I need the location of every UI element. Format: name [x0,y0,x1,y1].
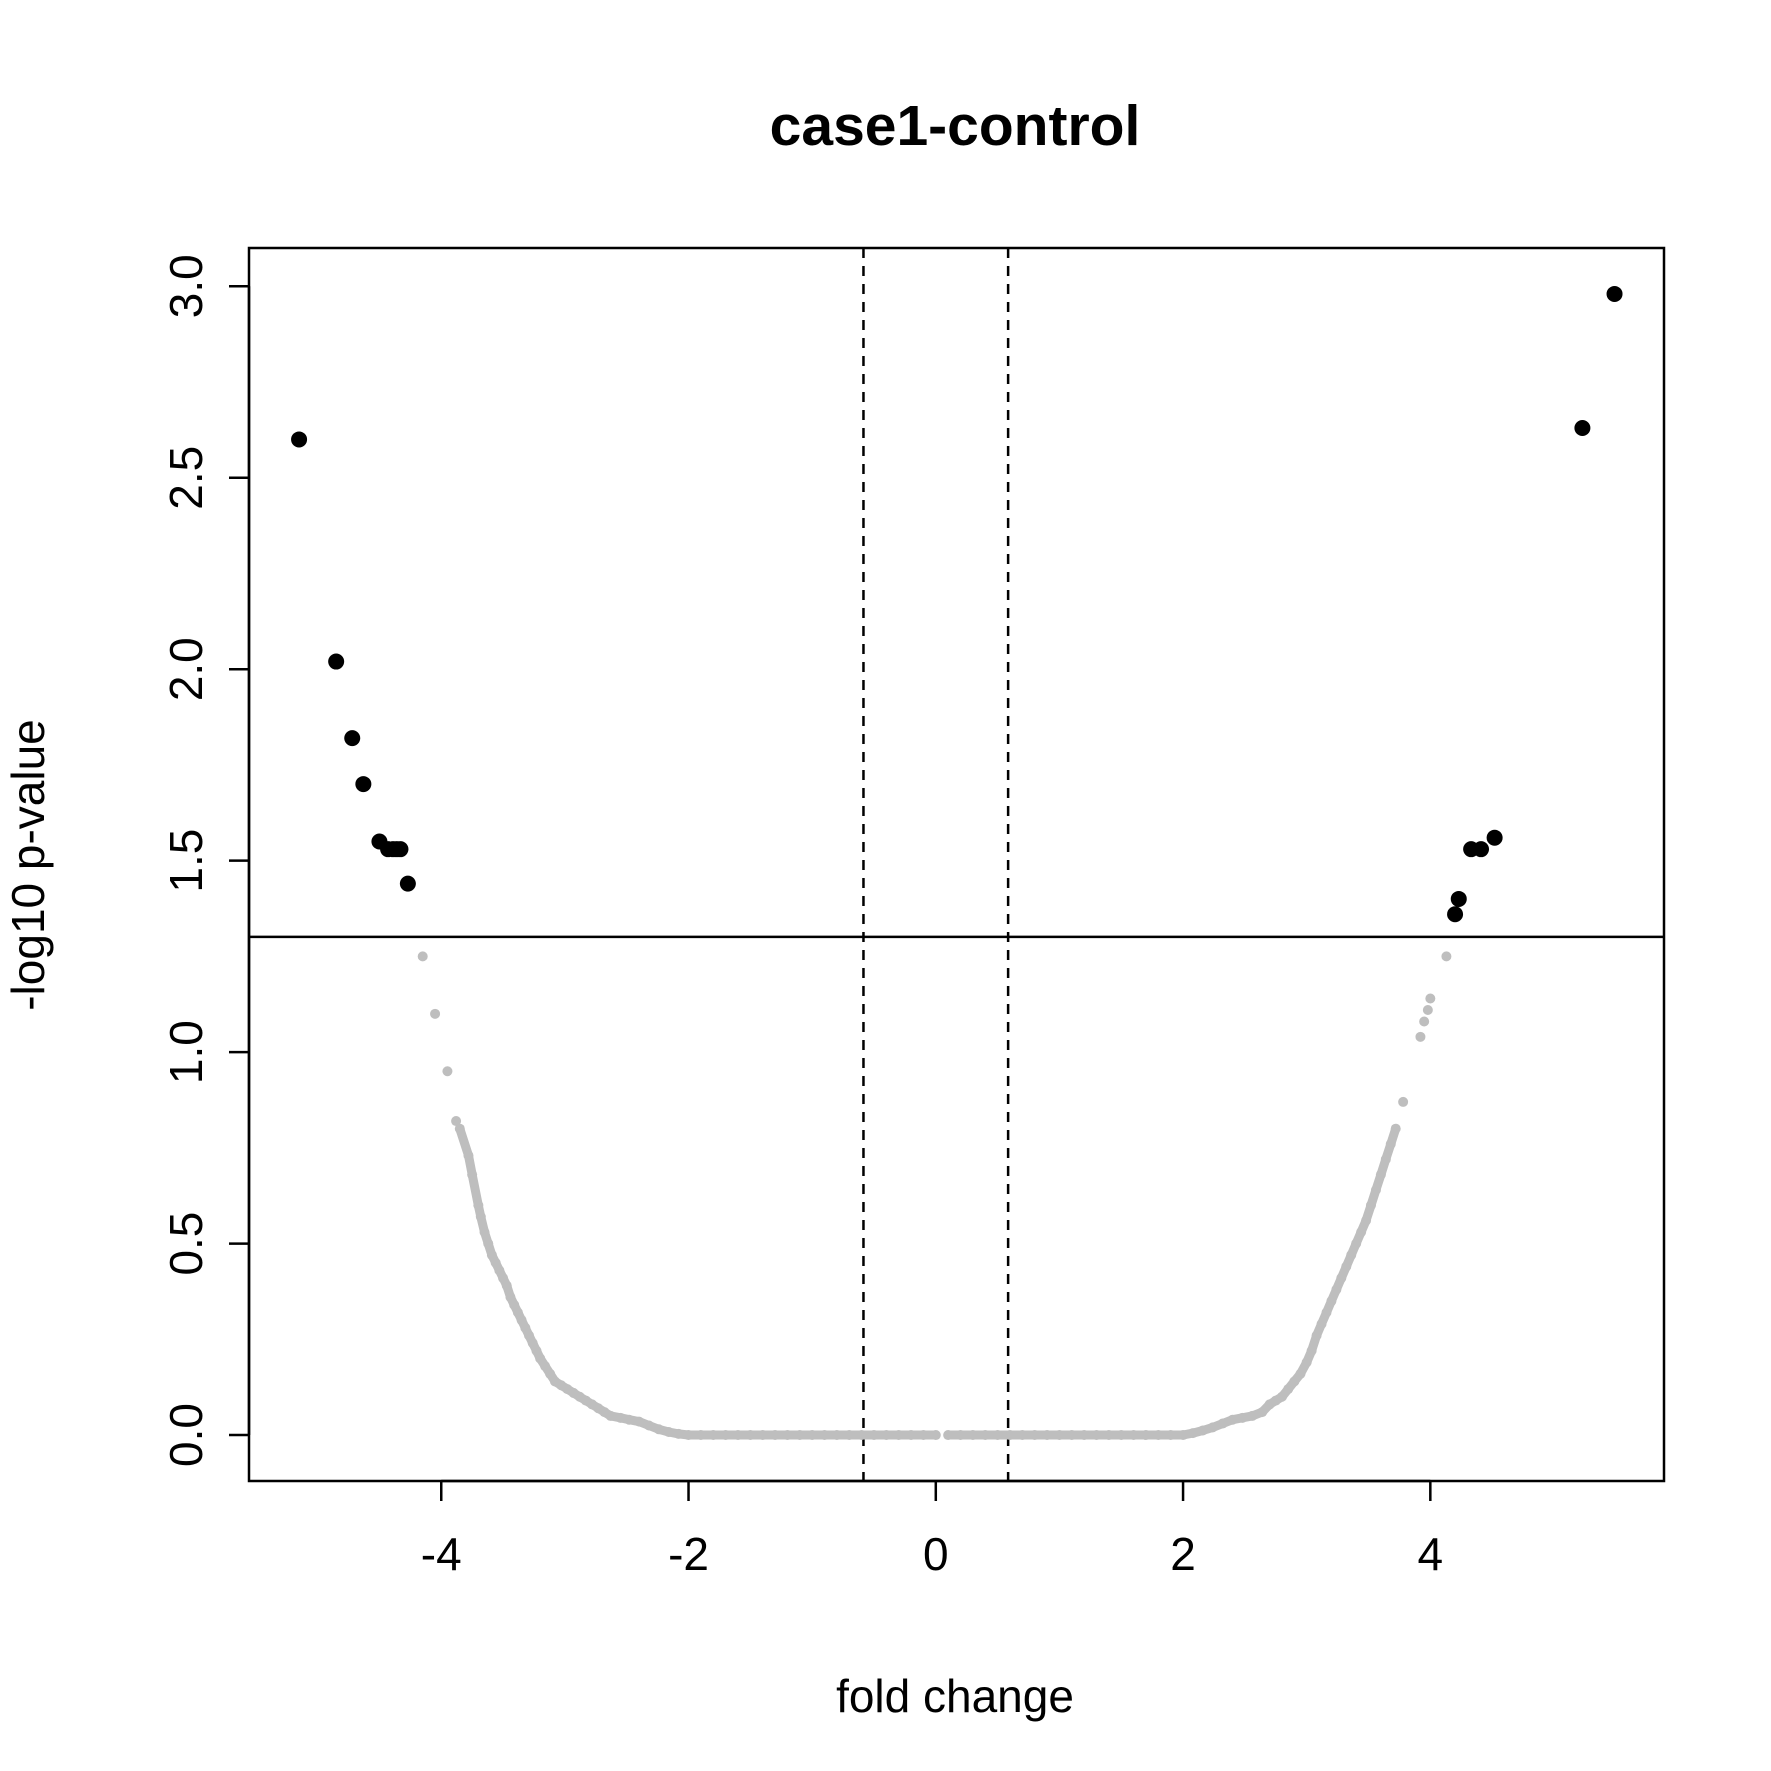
x-axis-label: fold change [836,1670,1074,1722]
y-axis-label: -log10 p-value [2,719,54,1011]
y-tick-label: 1.0 [160,1020,212,1084]
nonsignificant-point [1425,993,1436,1004]
x-tick-label: -2 [668,1528,709,1580]
chart-title: case1-control [770,94,1141,158]
significant-point [392,841,409,858]
x-tick-label: 4 [1418,1528,1444,1580]
y-tick-label: 3.0 [160,254,212,318]
nonsignificant-point [1422,1005,1433,1016]
nonsignificant-point [417,951,428,962]
significant-point [1606,285,1623,302]
y-tick-label: 0.5 [160,1212,212,1276]
plot-area [247,246,1666,1483]
significant-point [328,653,345,670]
y-tick-label: 0.0 [160,1403,212,1467]
x-tick-label: 2 [1170,1528,1196,1580]
nonsignificant-point [1398,1096,1409,1107]
x-tick-label: -4 [421,1528,462,1580]
significant-points [291,285,1623,923]
significant-point [1486,829,1503,846]
nonsignificant-point [430,1008,441,1019]
significant-point [399,875,416,892]
significant-point [1450,890,1467,907]
nonsignificant-point [1415,1031,1426,1042]
y-tick-label: 2.0 [160,637,212,701]
significant-point [1473,841,1490,858]
significant-point [1447,906,1464,923]
nonsignificant-point-band [455,1124,941,1440]
x-axis: -4 -2 0 2 4 [421,1479,1444,1580]
threshold-lines [249,248,1664,1481]
significant-point [291,431,308,448]
y-axis: 0.0 0.5 1.0 1.5 2.0 2.5 3.0 [160,254,251,1467]
nonsignificant-point [451,1116,462,1127]
nonsignificant-point [1419,1016,1430,1027]
nonsignificant-point [1441,951,1452,962]
nonsignificant-point [442,1066,453,1077]
plot-frame [247,246,1666,1483]
y-tick-label: 1.5 [160,829,212,893]
significant-point [1574,419,1591,436]
x-tick-label: 0 [923,1528,949,1580]
y-tick-label: 2.5 [160,446,212,510]
significant-point [344,730,361,747]
significant-point [355,776,372,793]
nonsignificant-point-band [943,1124,1401,1440]
nonsignificant-points [417,951,1452,1441]
